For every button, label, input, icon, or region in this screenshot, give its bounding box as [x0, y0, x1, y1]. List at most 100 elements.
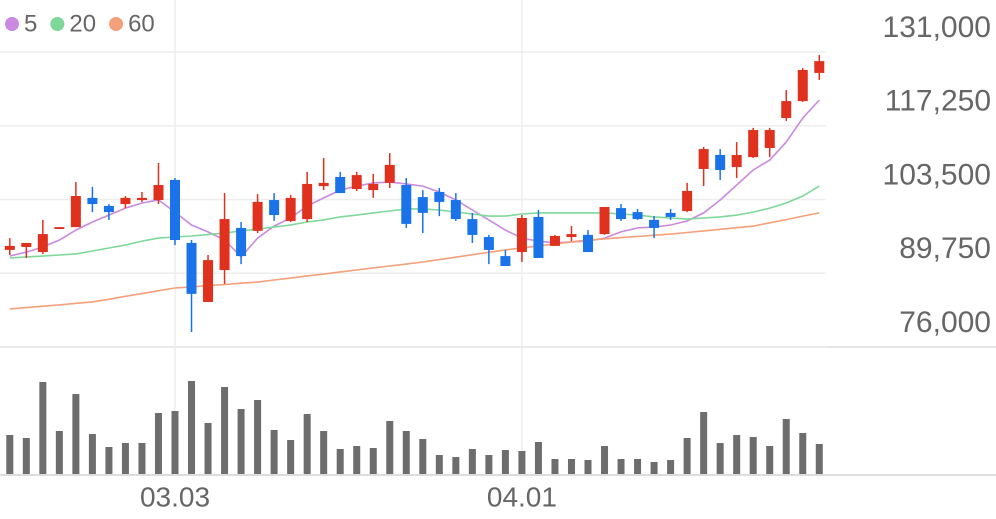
candle-body — [252, 201, 263, 231]
volume-bar — [601, 446, 609, 474]
candle-body — [351, 175, 362, 190]
candle-body — [37, 234, 48, 253]
y-tick-label: 103,500 — [883, 158, 991, 191]
candle-body — [583, 234, 593, 253]
volume-bar — [270, 430, 278, 474]
candle-body — [153, 185, 164, 201]
candle-body — [483, 237, 494, 250]
volume-bar — [452, 457, 460, 474]
candle-body — [417, 197, 428, 213]
volume-bar — [88, 434, 96, 474]
candle-body — [87, 197, 98, 205]
legend-label: 60 — [128, 10, 155, 37]
volume-bar — [22, 438, 30, 474]
volume-bar — [766, 446, 774, 474]
volume-bar — [121, 443, 129, 474]
candle-body — [384, 164, 395, 183]
volume-bar — [650, 462, 658, 474]
volume-bar — [435, 455, 443, 474]
candle-body — [4, 245, 15, 250]
volume-bar — [320, 431, 328, 474]
candle-body — [285, 197, 296, 221]
volume-bar — [204, 423, 212, 474]
volume-bar — [567, 459, 575, 474]
candle-body — [103, 205, 114, 213]
volume-bar — [419, 439, 427, 474]
legend-label: 5 — [24, 10, 37, 37]
ma-line — [9, 99, 820, 259]
candle-body — [533, 216, 544, 258]
candle-body — [500, 256, 511, 267]
volume-bar — [171, 411, 179, 474]
candle-body — [335, 176, 346, 194]
y-tick-label: 117,250 — [885, 85, 991, 118]
volume-bar — [353, 446, 361, 474]
candle-body — [632, 212, 643, 220]
volume-bar — [221, 387, 229, 474]
candle-body — [616, 208, 627, 220]
volume-bar — [336, 449, 344, 474]
y-tick-label: 131,000 — [883, 11, 991, 44]
candle-body — [781, 101, 792, 118]
ma-line — [9, 212, 820, 310]
x-tick-label: 03.03 — [140, 481, 210, 512]
legend-marker — [50, 17, 65, 31]
volume-bar — [634, 459, 642, 474]
candle-body — [649, 219, 660, 228]
volume-bar — [468, 449, 476, 474]
candle-body — [516, 218, 527, 253]
grid — [0, 0, 826, 475]
volume-bar — [105, 447, 113, 474]
volume-bar — [303, 414, 311, 474]
ma-line — [9, 185, 820, 259]
volume-bar — [369, 448, 377, 474]
volume-bar — [700, 412, 708, 474]
volume-bar — [551, 459, 559, 474]
volume-bar — [815, 444, 823, 474]
y-tick-label: 76,000 — [899, 306, 991, 339]
volume-bar — [518, 451, 526, 474]
candle-body — [302, 183, 313, 220]
volume-bar — [782, 419, 790, 474]
candle-body — [748, 130, 759, 158]
legend-marker — [109, 17, 124, 31]
candle-body — [450, 200, 461, 220]
volume-bar — [402, 431, 410, 474]
candle-body — [236, 227, 247, 257]
candle-body — [698, 149, 709, 169]
candle-body — [764, 130, 775, 149]
legend-label: 20 — [69, 10, 96, 37]
candle-body — [269, 200, 280, 216]
candle-body — [136, 197, 147, 201]
volume-bar — [6, 435, 14, 474]
candle-body — [120, 197, 131, 205]
candle-body — [170, 179, 180, 240]
y-tick-label: 89,750 — [899, 232, 991, 265]
volume-bar — [749, 437, 757, 474]
candle-body — [368, 183, 379, 191]
candle-body — [186, 242, 197, 294]
candle-body — [467, 219, 478, 235]
candle-body — [54, 227, 65, 229]
candle-body — [549, 235, 560, 246]
volume-bar — [254, 400, 262, 474]
volume-bar — [237, 409, 245, 474]
volume-bar — [154, 413, 162, 474]
candle-body — [665, 212, 676, 217]
candle-body — [401, 185, 412, 224]
volume-bar — [584, 460, 592, 474]
candle-body — [70, 196, 81, 228]
candle-body — [434, 191, 445, 202]
volume-bar — [39, 382, 47, 474]
volume-bar — [716, 443, 724, 474]
candle-body — [731, 154, 742, 168]
volume-bar — [501, 450, 509, 474]
volume-bar — [617, 459, 625, 474]
volume-bar — [386, 421, 394, 474]
legend-marker — [5, 17, 19, 31]
candle-body — [715, 154, 726, 170]
candle-body — [566, 234, 577, 238]
candle-body — [318, 182, 329, 187]
